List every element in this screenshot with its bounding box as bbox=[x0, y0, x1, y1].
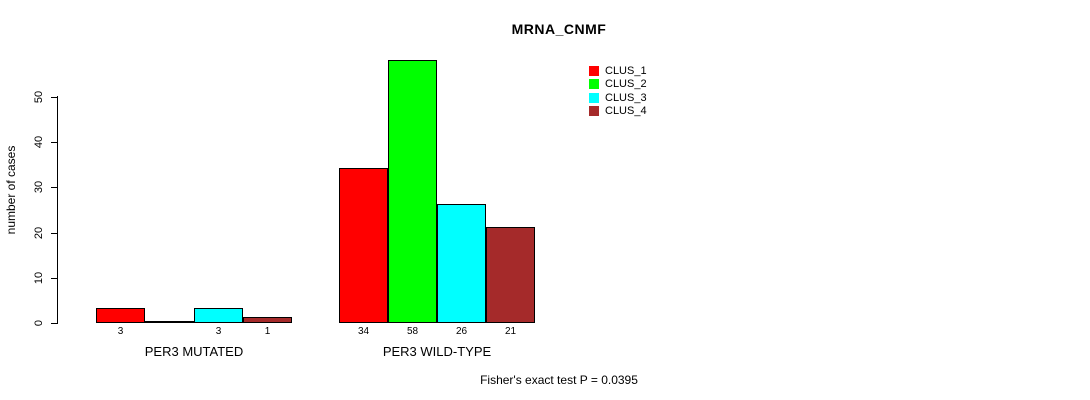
bar-clus-3-per3-mutated bbox=[194, 308, 243, 323]
x-axis-label-per3-mutated: PER3 MUTATED bbox=[144, 344, 244, 359]
y-axis-tick-label: 10 bbox=[33, 271, 45, 284]
bar-value-label: 58 bbox=[406, 326, 419, 337]
bar-value-label: 34 bbox=[357, 326, 370, 337]
legend-swatch-clus-3 bbox=[589, 92, 599, 103]
legend-swatch-clus-2 bbox=[589, 79, 599, 90]
y-axis-tick-mark bbox=[51, 142, 57, 144]
bar-clus-3-per3-wild-type bbox=[437, 204, 486, 323]
bar-clus-1-per3-mutated bbox=[96, 308, 145, 323]
bar-clus-4-per3-wild-type bbox=[486, 227, 535, 323]
y-axis-title: number of cases bbox=[4, 145, 18, 235]
y-axis-tick-label: 20 bbox=[33, 226, 45, 239]
y-axis-tick-mark bbox=[51, 97, 57, 98]
y-axis-tick-label: 30 bbox=[33, 181, 45, 194]
bar-value-label: 3 bbox=[117, 326, 124, 337]
y-axis-tick-mark bbox=[51, 187, 57, 189]
legend-label-clus-3: CLUS_3 bbox=[605, 91, 647, 104]
legend-label-clus-1: CLUS_1 bbox=[605, 65, 647, 77]
bar-value-label: 3 bbox=[215, 326, 222, 337]
legend-swatch-clus-4 bbox=[589, 105, 599, 116]
y-axis-line bbox=[57, 96, 58, 324]
bar-value-label: 26 bbox=[455, 326, 468, 337]
chart-title: MRNA_CNMF bbox=[511, 21, 607, 37]
y-axis-tick-label: 40 bbox=[33, 136, 45, 149]
fisher-test-annotation: Fisher's exact test P = 0.0395 bbox=[480, 373, 638, 387]
y-axis-tick-mark bbox=[51, 232, 57, 234]
x-axis-label-per3-wild-type: PER3 WILD-TYPE bbox=[382, 344, 492, 359]
legend-swatch-clus-1 bbox=[589, 66, 599, 76]
bar-value-label: 21 bbox=[504, 326, 517, 337]
bar-clus-2-per3-wild-type bbox=[388, 60, 437, 323]
legend-label-clus-4: CLUS_4 bbox=[605, 104, 647, 117]
bar-clus-4-per3-mutated bbox=[243, 317, 292, 323]
y-axis-tick-label: 50 bbox=[33, 90, 45, 104]
legend-label-clus-2: CLUS_2 bbox=[605, 78, 647, 91]
bar-clus-2-per3-mutated-zero bbox=[145, 321, 194, 323]
bar-clus-1-per3-wild-type bbox=[339, 168, 388, 323]
bar-value-label: 1 bbox=[264, 326, 271, 337]
y-axis-tick-mark bbox=[51, 277, 57, 279]
y-axis-tick-mark bbox=[51, 323, 57, 324]
y-axis-tick-label: 0 bbox=[33, 319, 45, 327]
